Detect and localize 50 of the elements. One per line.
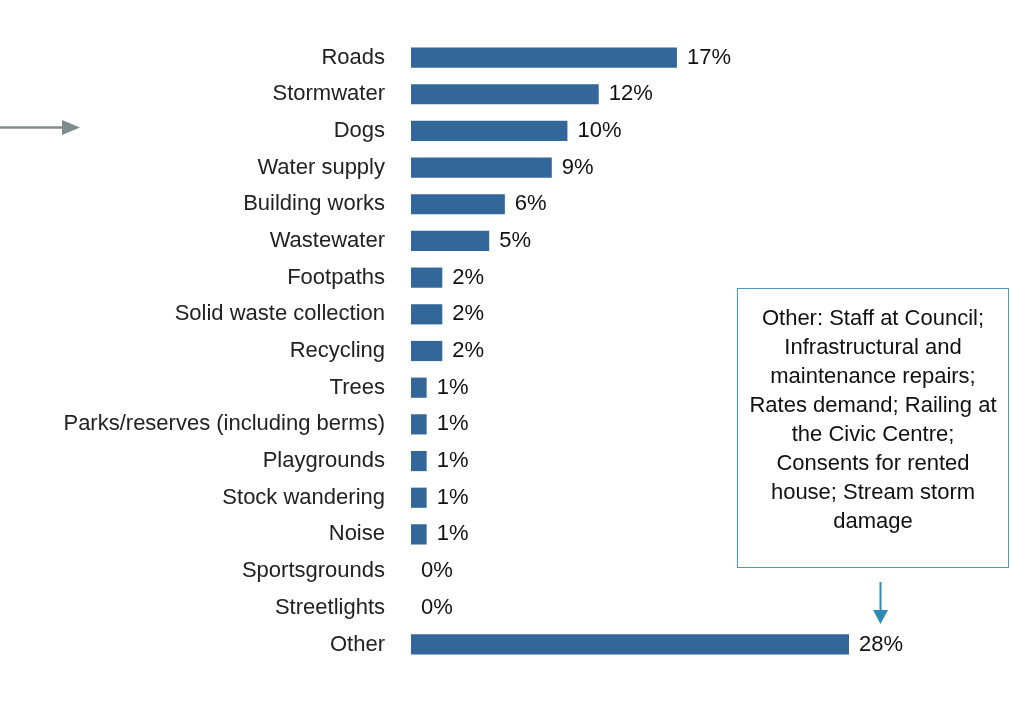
bar <box>411 47 677 68</box>
bar <box>411 414 427 435</box>
y-tick-label: Solid waste collection <box>174 300 385 326</box>
data-label: 2% <box>452 300 485 326</box>
data-label: 0% <box>421 557 453 583</box>
bar <box>411 450 427 472</box>
y-tick-label: Parks/reserves (including berms) <box>63 410 385 436</box>
data-label: 28% <box>859 630 904 656</box>
bar <box>411 524 427 545</box>
y-tick-label: Stock wandering <box>222 483 385 509</box>
bar <box>411 230 490 252</box>
bar <box>411 340 443 362</box>
bar <box>411 194 505 215</box>
y-tick-label: Sportsgrounds <box>241 557 385 583</box>
bar <box>411 634 849 655</box>
y-tick-label: Recycling <box>289 337 385 363</box>
bar <box>411 84 599 105</box>
data-label: 9% <box>561 153 594 179</box>
data-label: 10% <box>577 116 622 142</box>
bar <box>411 377 427 398</box>
y-tick-label: Other <box>329 630 385 656</box>
y-tick-label: Footpaths <box>287 263 385 289</box>
y-tick-label: Noise <box>328 520 385 546</box>
y-tick-label: Wastewater <box>269 227 385 253</box>
data-label: 17% <box>686 43 731 69</box>
data-label: 6% <box>514 190 547 216</box>
data-label: 2% <box>452 263 485 289</box>
bar <box>411 120 568 141</box>
data-label: 1% <box>436 410 469 436</box>
annotation: Other: Staff at Council; Infrastructural and maintenance repairs; Rates demand; Railing at the Civic Centre; Consents for rented house; Stream storm damage <box>737 288 1009 568</box>
y-tick-label: Stormwater <box>272 80 385 106</box>
data-label: 12% <box>608 80 653 106</box>
y-tick-label: Streetlights <box>274 593 385 619</box>
bar <box>411 157 552 178</box>
data-label: 1% <box>436 483 469 509</box>
data-label: 1% <box>436 520 469 546</box>
data-label: 0% <box>421 593 453 619</box>
y-tick-label: Building works <box>243 190 385 216</box>
y-tick-label: Playgrounds <box>262 447 385 473</box>
y-tick-label: Dogs <box>333 116 385 142</box>
y-tick-label: Trees <box>329 373 385 399</box>
bar <box>411 267 443 288</box>
y-tick-label: Water supply <box>257 153 385 179</box>
y-tick-label: Roads <box>321 43 385 69</box>
data-label: 1% <box>436 373 469 399</box>
bar <box>411 487 427 508</box>
data-label: 1% <box>436 447 469 473</box>
data-label: 2% <box>452 337 485 363</box>
data-label: 5% <box>499 227 532 253</box>
bar <box>411 304 443 325</box>
